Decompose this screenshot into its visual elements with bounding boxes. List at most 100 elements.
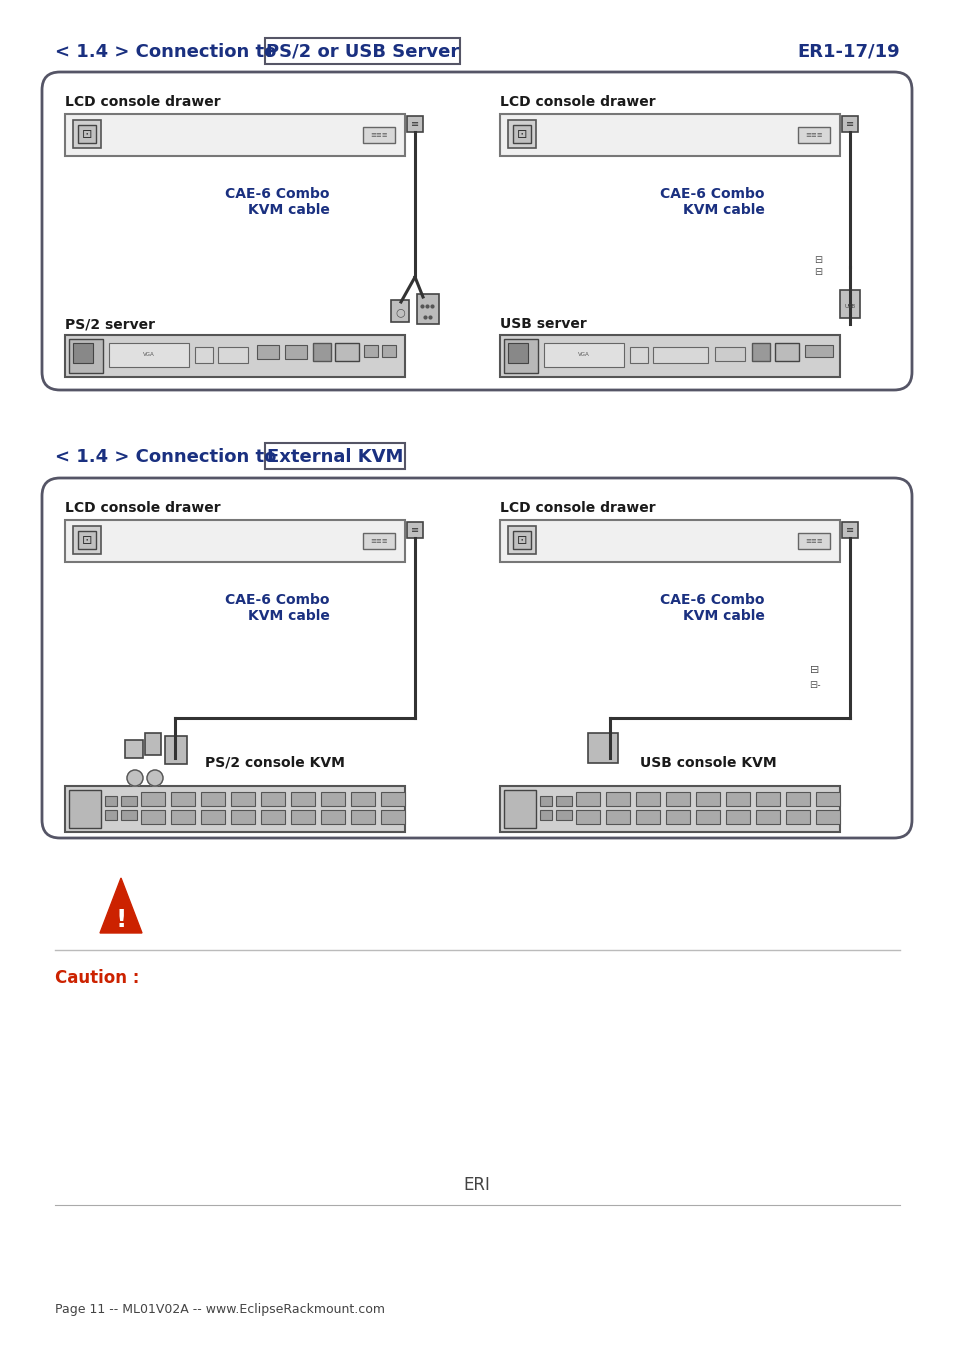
Bar: [313, 343, 331, 360]
Bar: [121, 796, 137, 806]
Text: USB: USB: [843, 304, 855, 309]
Bar: [78, 126, 96, 143]
Bar: [145, 733, 161, 755]
Text: VGA: VGA: [143, 352, 154, 358]
Bar: [696, 792, 720, 806]
Text: ⊡: ⊡: [82, 128, 92, 142]
Circle shape: [147, 769, 163, 786]
Bar: [73, 526, 101, 554]
Bar: [499, 113, 840, 157]
Bar: [636, 792, 659, 806]
Text: ≡≡≡: ≡≡≡: [370, 539, 388, 544]
Bar: [351, 792, 375, 806]
Bar: [605, 792, 629, 806]
Text: USB server: USB server: [499, 317, 586, 331]
Bar: [141, 792, 165, 806]
Bar: [65, 786, 405, 832]
Bar: [391, 300, 409, 323]
Text: ≡≡≡: ≡≡≡: [804, 539, 821, 544]
Bar: [785, 810, 809, 824]
Bar: [194, 347, 213, 363]
Polygon shape: [100, 878, 142, 933]
Bar: [507, 120, 536, 148]
Bar: [576, 810, 599, 824]
Text: ≡: ≡: [411, 525, 418, 535]
Bar: [364, 346, 377, 356]
Bar: [171, 810, 194, 824]
Bar: [201, 792, 225, 806]
Bar: [65, 520, 405, 562]
Text: ER1-17/19: ER1-17/19: [797, 43, 899, 61]
Bar: [499, 520, 840, 562]
Text: ≡≡≡: ≡≡≡: [370, 132, 388, 138]
Bar: [291, 810, 314, 824]
Bar: [804, 346, 832, 356]
Bar: [725, 792, 749, 806]
Bar: [797, 127, 829, 143]
Bar: [380, 792, 405, 806]
Bar: [69, 790, 101, 828]
Text: CAE-6 Combo
KVM cable: CAE-6 Combo KVM cable: [659, 186, 764, 217]
Text: CAE-6 Combo
KVM cable: CAE-6 Combo KVM cable: [225, 593, 330, 624]
Bar: [576, 792, 599, 806]
Bar: [587, 733, 618, 763]
Text: ⊟-: ⊟-: [808, 680, 820, 690]
Text: ⊟: ⊟: [809, 666, 819, 675]
Bar: [556, 810, 572, 819]
Bar: [507, 526, 536, 554]
Bar: [265, 443, 405, 468]
Text: LCD console drawer: LCD console drawer: [499, 95, 655, 109]
Bar: [380, 810, 405, 824]
Bar: [165, 736, 187, 764]
Bar: [840, 290, 859, 319]
Bar: [507, 343, 527, 363]
Bar: [636, 810, 659, 824]
Text: < 1.4 > Connection to: < 1.4 > Connection to: [55, 43, 276, 61]
Bar: [755, 810, 780, 824]
Bar: [256, 346, 278, 359]
Bar: [261, 792, 285, 806]
Bar: [65, 335, 405, 377]
Text: External KVM: External KVM: [267, 448, 403, 466]
Bar: [285, 346, 307, 359]
Bar: [416, 294, 438, 324]
Bar: [320, 810, 345, 824]
Bar: [105, 796, 117, 806]
Text: ≡≡≡: ≡≡≡: [804, 132, 821, 138]
Bar: [815, 792, 840, 806]
Circle shape: [127, 769, 143, 786]
Text: VGA: VGA: [578, 352, 589, 358]
Bar: [335, 343, 358, 360]
Bar: [73, 343, 92, 363]
Bar: [109, 343, 189, 367]
Text: Caution :: Caution :: [55, 969, 139, 987]
Bar: [231, 810, 254, 824]
Text: < 1.4 > Connection to: < 1.4 > Connection to: [55, 448, 276, 466]
Text: ⊟: ⊟: [813, 255, 821, 265]
Text: CAE-6 Combo
KVM cable: CAE-6 Combo KVM cable: [659, 593, 764, 624]
Bar: [755, 792, 780, 806]
Bar: [714, 347, 744, 360]
Bar: [751, 343, 769, 360]
Bar: [513, 531, 531, 549]
Text: USB console KVM: USB console KVM: [639, 756, 776, 770]
Text: ○: ○: [395, 306, 404, 317]
Bar: [539, 796, 552, 806]
Bar: [218, 347, 248, 363]
Bar: [725, 810, 749, 824]
Text: LCD console drawer: LCD console drawer: [499, 501, 655, 514]
Bar: [69, 339, 103, 373]
Text: ⊡: ⊡: [517, 128, 527, 142]
Bar: [629, 347, 647, 363]
Bar: [363, 127, 395, 143]
Bar: [605, 810, 629, 824]
Bar: [815, 810, 840, 824]
Text: ≡: ≡: [845, 119, 853, 130]
Bar: [231, 792, 254, 806]
Bar: [665, 792, 689, 806]
Text: PS/2 console KVM: PS/2 console KVM: [205, 756, 345, 770]
Bar: [785, 792, 809, 806]
Bar: [841, 116, 857, 132]
Bar: [121, 810, 137, 819]
Text: PS/2 or USB Server: PS/2 or USB Server: [266, 43, 458, 61]
